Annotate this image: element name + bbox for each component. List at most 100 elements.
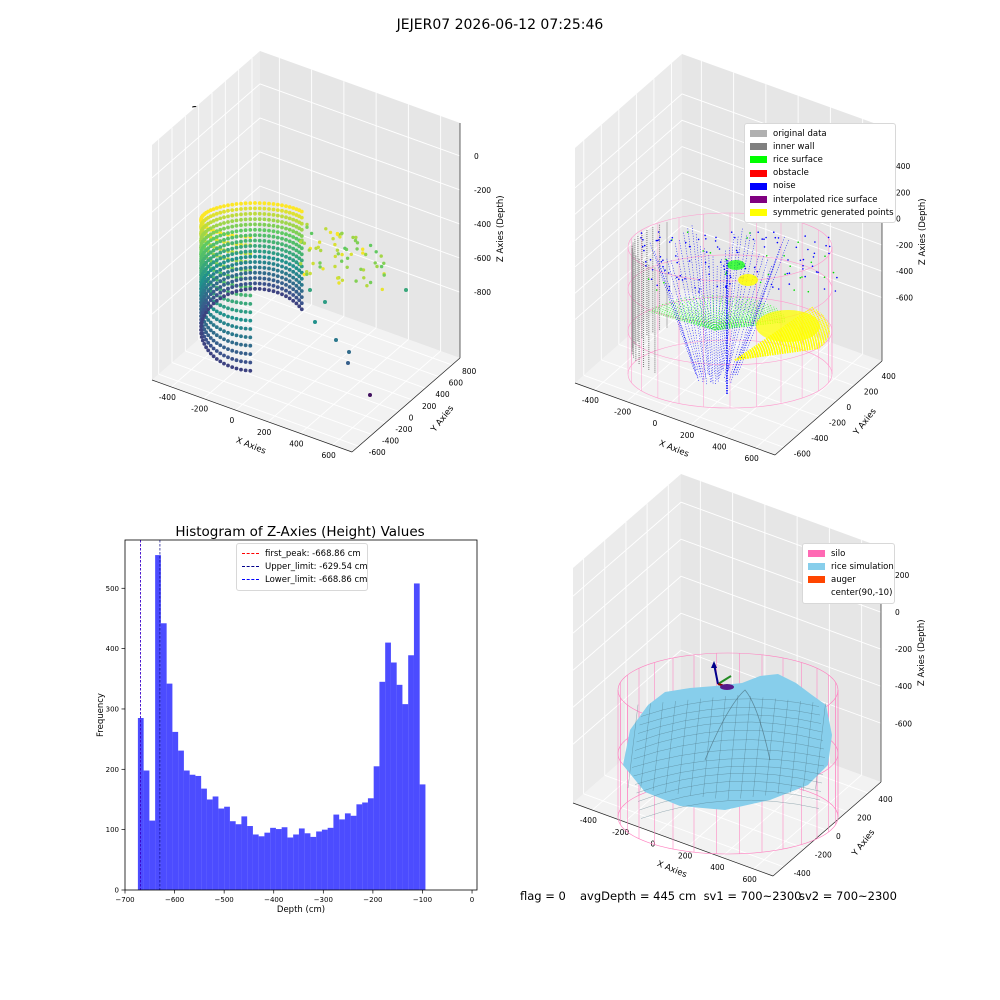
raw-wall-point — [291, 206, 296, 210]
classify-noise-point — [746, 237, 748, 239]
raw-wall-point — [208, 250, 213, 255]
raw-wall-point — [243, 206, 248, 211]
classify-noise-point — [675, 255, 677, 257]
raw-wall-point — [218, 227, 223, 232]
raw-wall-point — [291, 269, 296, 274]
classify-rice-surface-ray — [714, 311, 781, 331]
raw-wall-point — [284, 266, 288, 270]
classify-rice-surface-ray — [714, 309, 780, 331]
raw-wall-point — [294, 219, 299, 223]
raw-wall-point — [299, 221, 304, 226]
raw-wall-point — [230, 274, 235, 278]
histogram-bar — [350, 815, 357, 890]
raw-surface-point — [309, 231, 314, 236]
raw-wall-point — [234, 229, 239, 234]
simulation-mesh-line — [702, 697, 714, 798]
raw-wall-point — [239, 250, 243, 255]
classify-noise-point — [643, 249, 645, 252]
raw-wall-point — [206, 283, 211, 287]
raw-wall-point — [211, 307, 216, 312]
raw-wall-point — [297, 244, 302, 249]
classify-ytick: 0 — [846, 403, 851, 412]
histogram-bar — [247, 826, 253, 890]
histogram-bar — [206, 799, 213, 890]
raw-wall-point — [208, 298, 213, 303]
raw-wall-point — [239, 317, 243, 322]
raw-wall-point — [257, 287, 262, 291]
classify-noise-ray — [729, 256, 764, 380]
classify-noise-point — [664, 269, 666, 272]
histogram-bar — [293, 834, 299, 890]
raw-surface-point — [340, 252, 344, 257]
raw-wall-point — [199, 320, 204, 325]
raw-ygrid — [225, 315, 426, 389]
raw-wall-point — [222, 313, 226, 317]
raw-wall-point — [206, 307, 211, 312]
classify-xgrid — [690, 330, 799, 426]
raw-wall-point — [206, 340, 211, 345]
raw-ztick: -600 — [474, 254, 491, 263]
raw-surface-point — [316, 245, 320, 249]
raw-wall-point — [294, 289, 299, 294]
simulation-ytick: 200 — [857, 813, 872, 822]
raw-wall-point — [280, 292, 284, 297]
histogram-bar — [344, 813, 351, 890]
raw-wall-point — [211, 213, 216, 217]
classify-noise-point — [668, 285, 671, 288]
classify-noise-point — [679, 274, 682, 277]
histogram-bar — [327, 827, 334, 890]
simulation-mesh-line — [727, 694, 739, 801]
classify-noise-point — [660, 261, 663, 263]
raw-wall-point — [280, 214, 284, 219]
histogram-bar — [396, 684, 403, 890]
classify-ytick: -200 — [829, 418, 846, 427]
histogram-bar — [178, 750, 184, 890]
raw-surface-point — [380, 287, 384, 292]
raw-wall-point — [218, 256, 223, 261]
raw-yaxis-line — [351, 357, 461, 453]
classify-noise-point — [650, 278, 653, 281]
raw-wall-point — [267, 217, 271, 222]
raw-wall-point — [230, 219, 235, 224]
classify-noise-ray — [708, 255, 714, 385]
classify-noise-point — [784, 273, 786, 276]
raw-wall-point — [248, 343, 253, 348]
raw-wall-point — [218, 359, 223, 364]
raw-wall-point — [214, 349, 219, 353]
histogram-bar — [195, 775, 202, 890]
raw-surface-point — [373, 261, 377, 265]
raw-wall-point — [218, 245, 223, 249]
simulation-ygrid — [583, 793, 784, 868]
raw-wall-point — [234, 341, 239, 346]
classify-rice-surface-ray — [661, 303, 716, 331]
simulation-mesh-line — [765, 698, 776, 796]
raw-surface-point — [354, 235, 358, 240]
raw-wall-point — [208, 274, 213, 279]
raw-wall-point — [267, 255, 271, 260]
classify-rice-surface-ray — [714, 301, 763, 331]
raw-wall-point — [275, 252, 280, 256]
raw-wall-point — [211, 230, 216, 235]
simulation-xtick: 200 — [678, 851, 693, 860]
raw-wall-point — [280, 253, 284, 258]
raw-wall-point — [275, 246, 280, 251]
raw-wall-point — [226, 292, 230, 297]
raw-wall-point — [204, 285, 209, 290]
raw-wall-point — [230, 230, 235, 235]
classify-noise-point — [761, 238, 763, 240]
raw-wall-point — [297, 250, 302, 255]
raw-left-pane — [152, 51, 260, 380]
raw-outlier-point — [368, 393, 372, 397]
raw-wall-point — [262, 217, 267, 222]
raw-wall-point — [271, 251, 276, 256]
raw-wall-point — [257, 260, 262, 264]
histogram-bar — [281, 827, 288, 890]
classify-noise-point — [776, 241, 779, 244]
classify-noise-point — [684, 278, 686, 280]
raw-wall-point — [226, 286, 230, 291]
raw-wall-point — [243, 217, 248, 222]
raw-wall-point — [222, 361, 226, 366]
raw-wall-point — [214, 269, 219, 274]
raw-wall-point — [211, 315, 216, 319]
